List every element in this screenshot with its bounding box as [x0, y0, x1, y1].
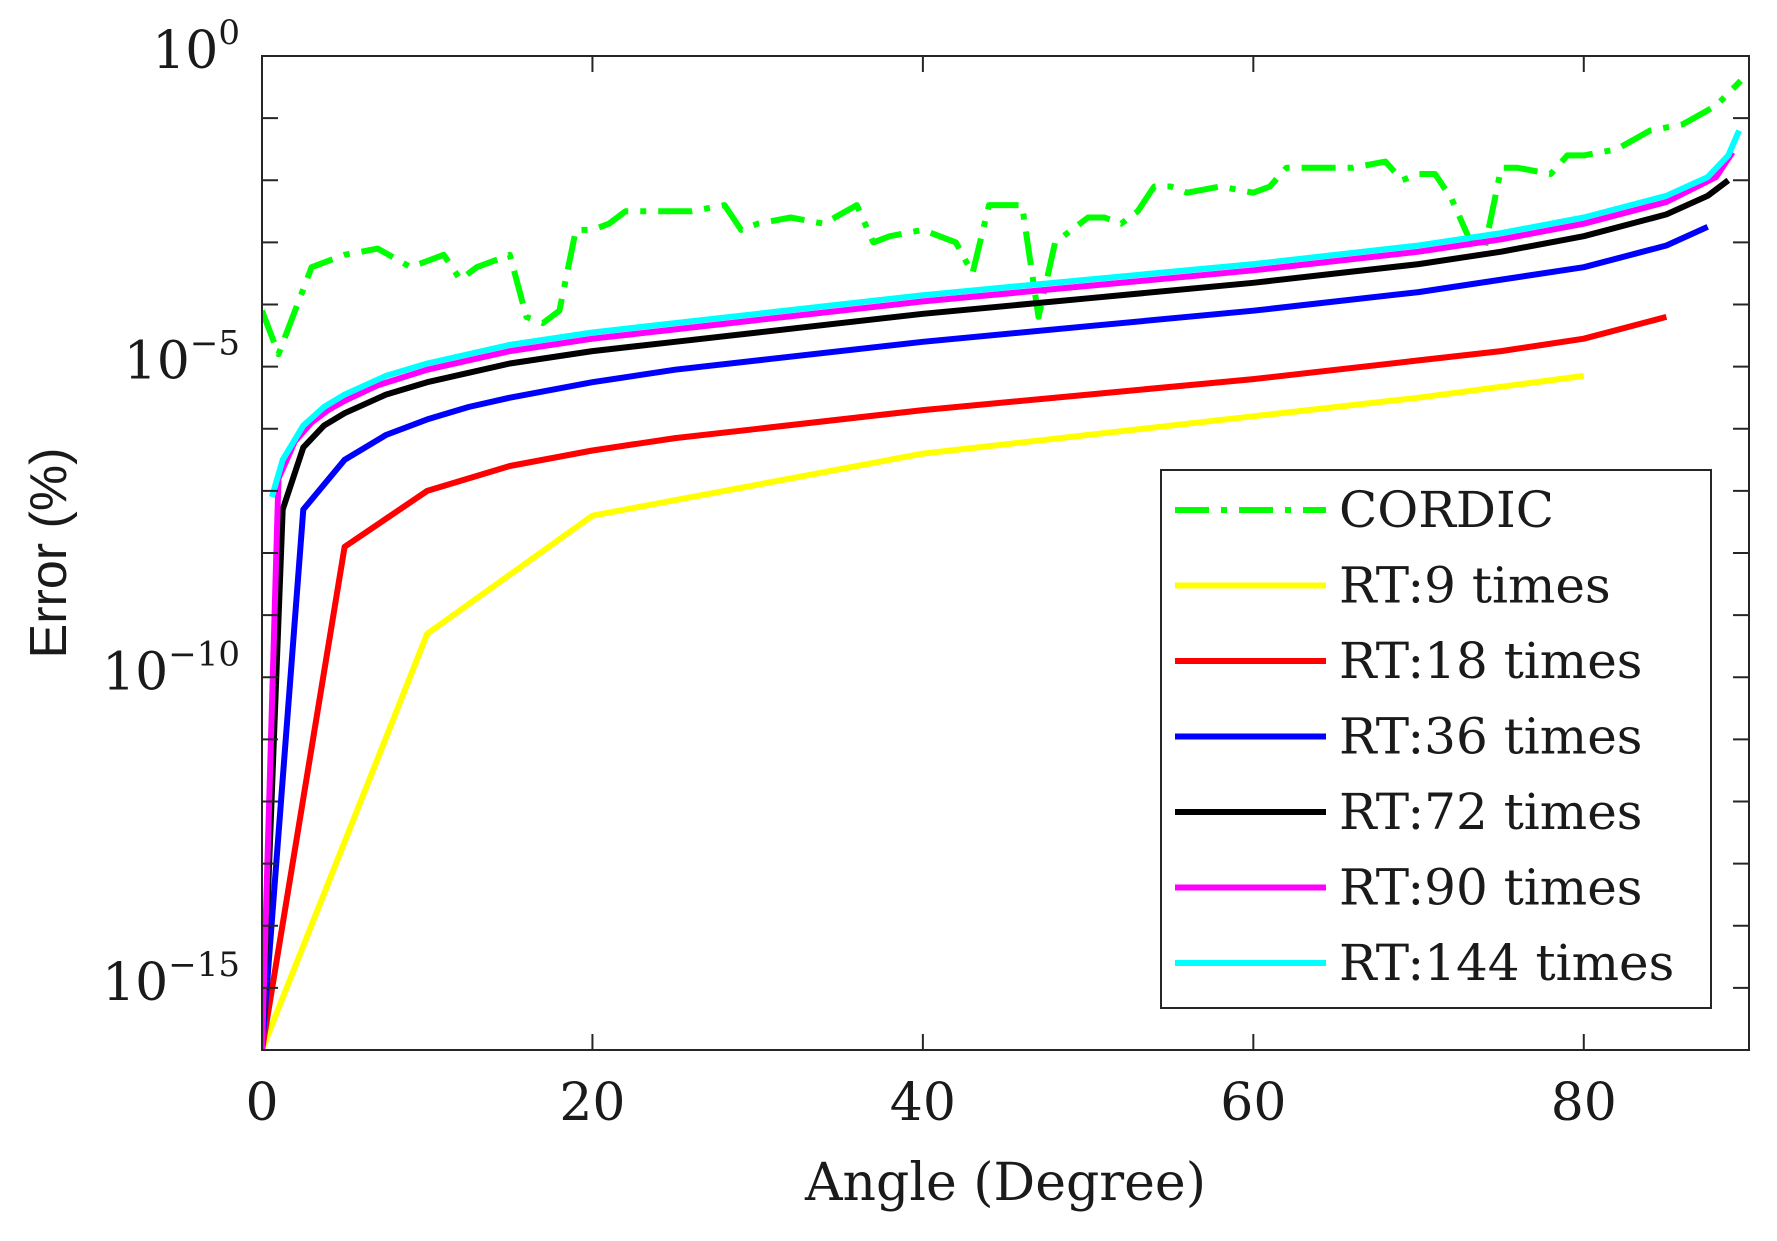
series-line-5 — [262, 177, 1731, 1051]
legend-label-3: RT:18 times — [1339, 632, 1642, 690]
x-tick-label: 40 — [890, 1073, 956, 1133]
x-tick-label: 0 — [245, 1073, 278, 1133]
y-tick-label: 10−5 — [124, 324, 240, 392]
series-line-3 — [262, 313, 1668, 1051]
legend-label-7: RT:144 times — [1339, 934, 1674, 992]
legend: CORDIC RT:9 times RT:18 times RT:36 times RT… — [1160, 469, 1712, 1009]
series-line-2 — [262, 372, 1585, 1052]
y-axis-label: Error (%) — [20, 448, 78, 659]
legend-label-4: RT:36 times — [1339, 708, 1642, 766]
legend-label-1: CORDIC — [1339, 481, 1554, 539]
series-line-7 — [269, 129, 1742, 498]
series-line-1 — [262, 78, 1743, 358]
legend-label-5: RT:72 times — [1339, 783, 1642, 841]
x-tick-label: 60 — [1220, 1073, 1286, 1133]
series-line-4 — [262, 224, 1709, 1051]
y-tick-label: 10−15 — [102, 945, 240, 1013]
x-tick-label: 20 — [559, 1073, 625, 1133]
legend-label-2: RT:9 times — [1339, 557, 1611, 615]
axes-layer: 0 20 40 60 80 100 10−5 10−10 10−15 — [102, 13, 1750, 1133]
y-tick-label: 100 — [152, 13, 240, 81]
series-line-6 — [262, 150, 1735, 1051]
series-layer — [262, 78, 1743, 1052]
legend-label-6: RT:90 times — [1339, 859, 1642, 917]
x-tick-label: 80 — [1551, 1073, 1617, 1133]
x-axis-label: Angle (Degree) — [804, 1153, 1206, 1213]
y-tick-label: 10−10 — [102, 634, 240, 702]
